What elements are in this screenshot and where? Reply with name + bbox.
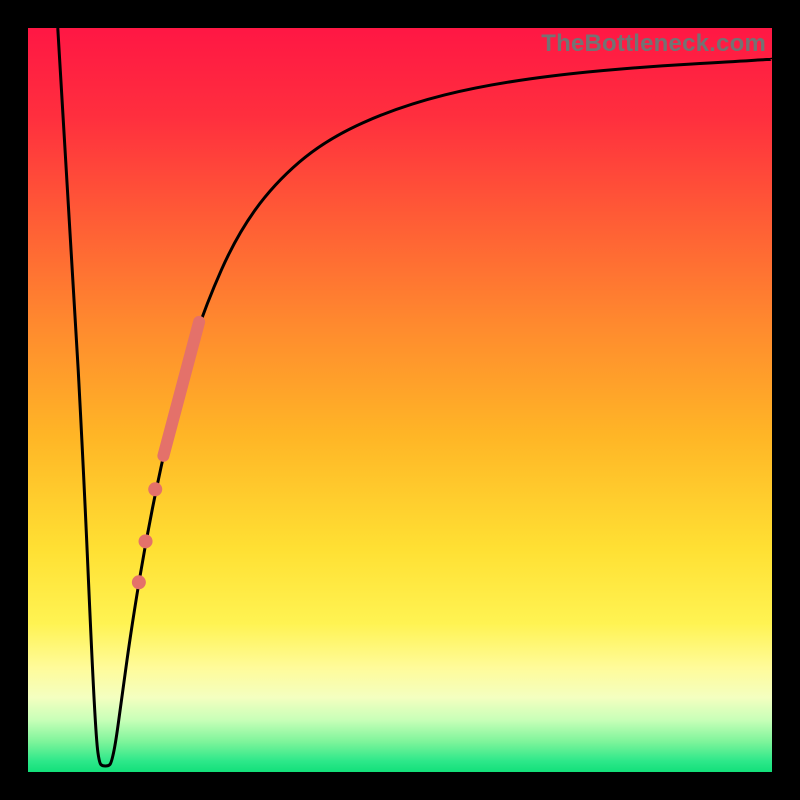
- gradient-background: [28, 28, 772, 772]
- highlight-dot: [132, 575, 146, 589]
- plot-area: TheBottleneck.com: [28, 28, 772, 772]
- highlight-dot: [139, 534, 153, 548]
- plot-svg: [28, 28, 772, 772]
- highlight-dot: [148, 482, 162, 496]
- chart-frame: TheBottleneck.com: [0, 0, 800, 800]
- watermark-text: TheBottleneck.com: [541, 30, 766, 58]
